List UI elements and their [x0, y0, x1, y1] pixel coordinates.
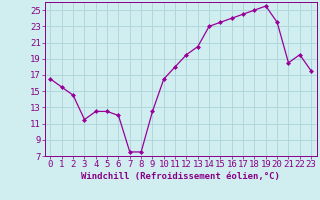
X-axis label: Windchill (Refroidissement éolien,°C): Windchill (Refroidissement éolien,°C): [81, 172, 280, 181]
